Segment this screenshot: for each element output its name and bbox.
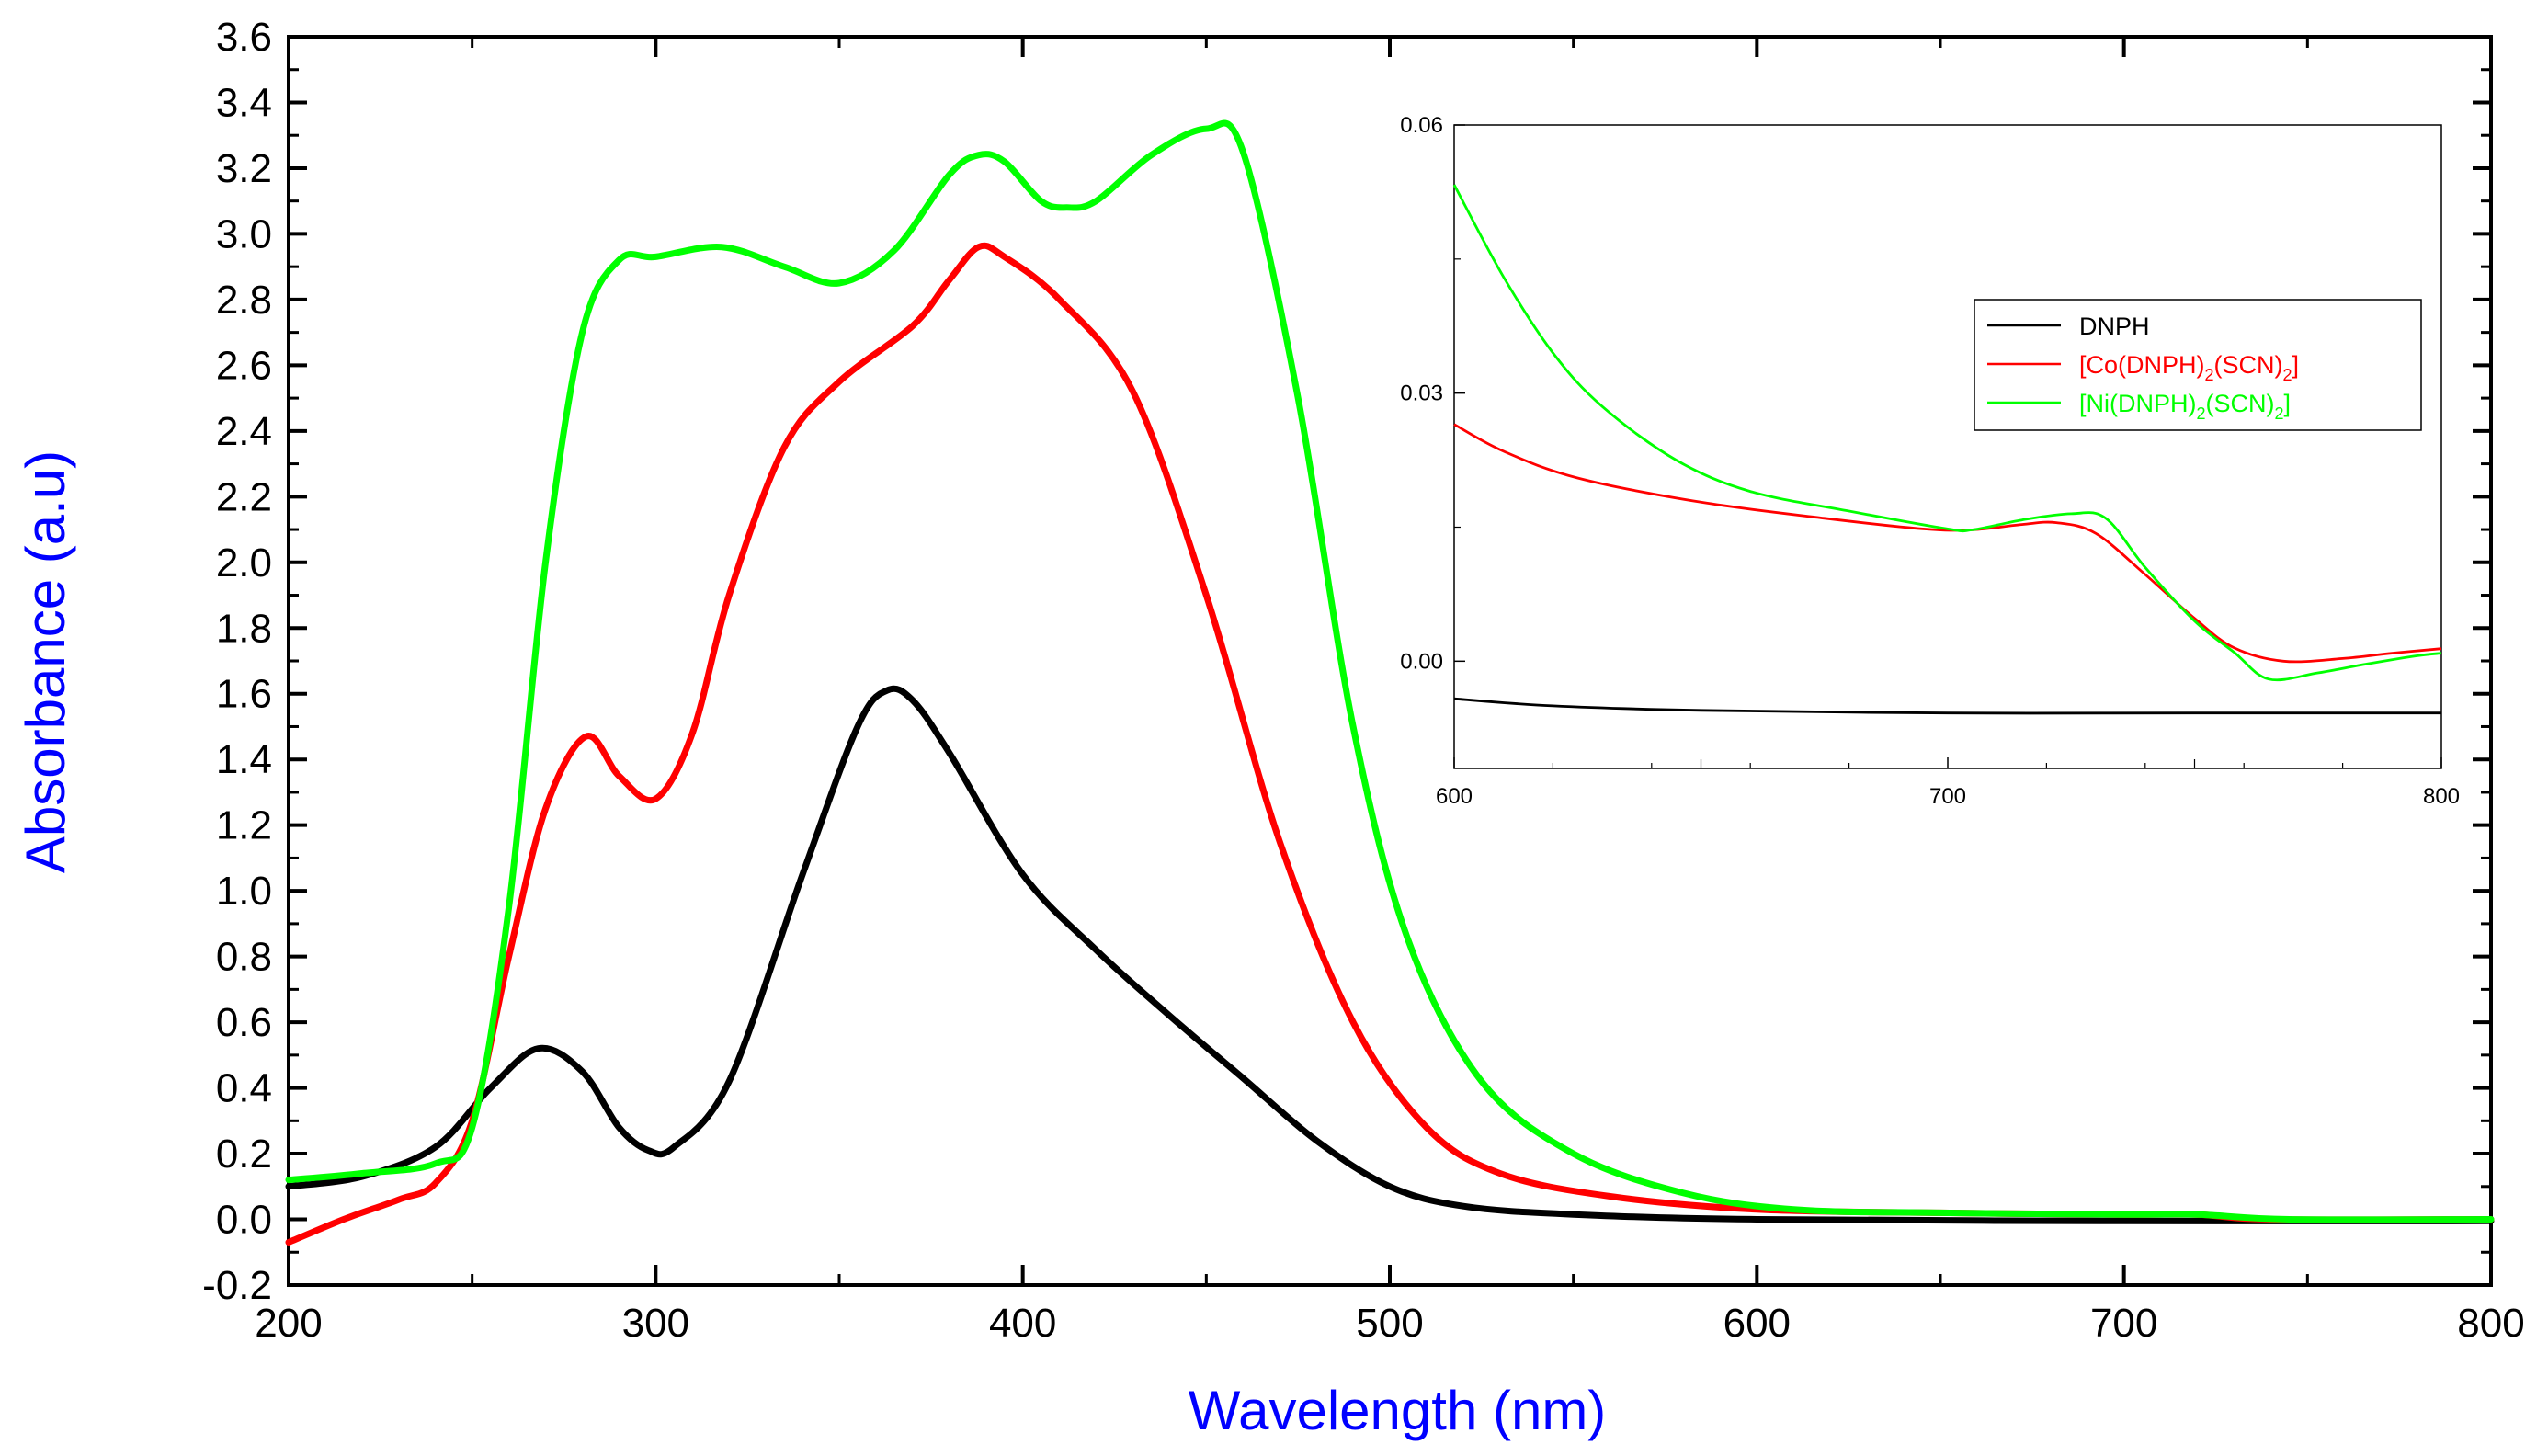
y-tick-label: -0.2 <box>202 1263 272 1308</box>
x-tick-label: 500 <box>1356 1301 1423 1346</box>
y-tick-label: 2.4 <box>216 409 272 454</box>
inset-series-line-1 <box>1453 423 2442 664</box>
y-tick-label: 2.8 <box>216 278 272 323</box>
inset-y-tick-label: 0.03 <box>1400 381 1443 406</box>
x-tick-label: 700 <box>2090 1301 2157 1346</box>
y-tick-label: 0.2 <box>216 1132 272 1177</box>
legend-label: [Ni(DNPH)2(SCN)2] <box>2079 390 2291 423</box>
legend-label: DNPH <box>2079 313 2150 340</box>
inset-y-tick-label: 0.06 <box>1400 113 1443 138</box>
y-tick-label: 3.2 <box>216 146 272 191</box>
x-tick-label: 300 <box>622 1301 689 1346</box>
y-tick-label: 1.6 <box>216 672 272 717</box>
y-tick-label: 1.4 <box>216 737 272 782</box>
x-tick-label: 400 <box>989 1301 1056 1346</box>
series-line-0 <box>285 685 2495 1224</box>
y-tick-label: 2.2 <box>216 474 272 519</box>
y-tick-label: 3.4 <box>216 80 272 125</box>
y-tick-label: 1.2 <box>216 803 272 848</box>
y-tick-label: 0.8 <box>216 935 272 980</box>
y-tick-label: 3.6 <box>216 15 272 60</box>
y-tick-label: 1.8 <box>216 606 272 651</box>
x-tick-label: 800 <box>2457 1301 2524 1346</box>
y-tick-label: 2.0 <box>216 540 272 586</box>
inset-series-line-2 <box>1452 184 2442 682</box>
x-tick-label: 600 <box>1723 1301 1791 1346</box>
y-tick-label: 0.0 <box>216 1198 272 1243</box>
y-tick-label: 0.6 <box>216 1000 272 1045</box>
legend-label: [Co(DNPH)2(SCN)2] <box>2079 351 2299 384</box>
x-tick-label: 200 <box>255 1301 322 1346</box>
inset-plot-background <box>1453 124 2442 769</box>
inset-x-tick-label: 600 <box>1436 784 1473 809</box>
inset-series-line-0 <box>1453 697 2441 715</box>
y-tick-label: 3.0 <box>216 211 272 256</box>
inset-y-tick-label: 0.00 <box>1400 649 1443 674</box>
inset-x-tick-label: 700 <box>1929 784 1966 809</box>
y-tick-label: 2.6 <box>216 343 272 388</box>
inset-x-tick-label: 800 <box>2423 784 2460 809</box>
series-line-2 <box>285 119 2495 1223</box>
y-tick-label: 1.0 <box>216 869 272 914</box>
y-axis-title: Absorbance (a.u) <box>15 450 76 873</box>
x-axis-title: Wavelength (nm) <box>1189 1380 1607 1441</box>
y-tick-label: 0.4 <box>216 1066 272 1111</box>
